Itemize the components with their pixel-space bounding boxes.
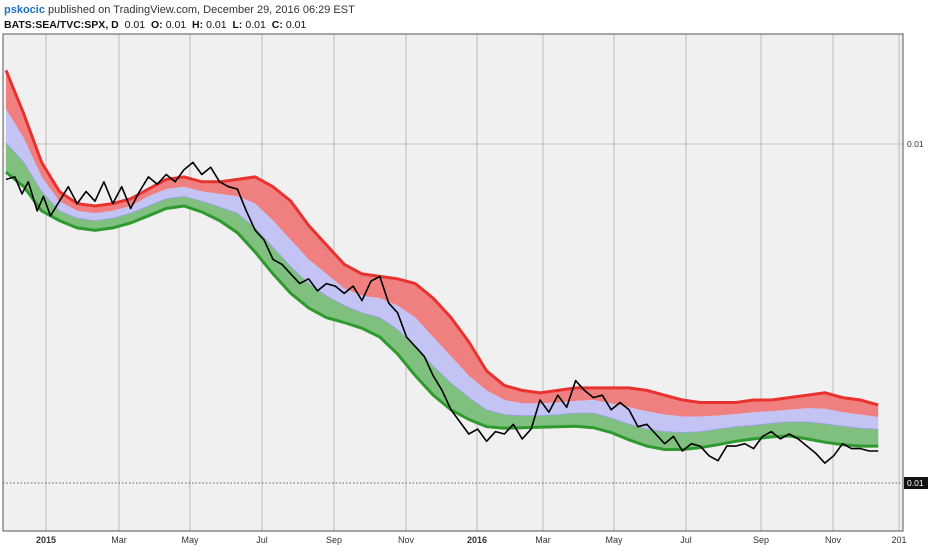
- plot-area[interactable]: [3, 34, 903, 531]
- lower-band-line: [5, 170, 879, 451]
- high-label: H:: [192, 19, 204, 31]
- x-tick-label: 2016: [467, 535, 487, 545]
- published-text: published on TradingView.com, December 2…: [48, 4, 355, 16]
- x-tick-label: Nov: [398, 535, 415, 545]
- close-label: C:: [271, 19, 283, 31]
- author-link[interactable]: pskocic: [4, 4, 45, 16]
- high-value: 0.01: [206, 19, 227, 31]
- publish-line: pskocic published on TradingView.com, De…: [4, 2, 904, 18]
- ohlc-line: BATS:SEA/TVC:SPX, D 0.01 O: 0.01 H: 0.01 L…: [4, 18, 904, 32]
- x-tick-label: Mar: [535, 535, 551, 545]
- low-value: 0.01: [245, 19, 266, 31]
- current-value-badge: [904, 477, 928, 489]
- x-tick-label: 2015: [36, 535, 56, 545]
- symbol-label[interactable]: BATS:SEA/TVC:SPX, D: [4, 19, 119, 31]
- close-value: 0.01: [285, 19, 307, 31]
- open-label: O:: [151, 19, 163, 31]
- x-tick-label: May: [181, 535, 199, 545]
- x-tick-label: Jul: [256, 535, 268, 545]
- chart-header: pskocic published on TradingView.com, De…: [4, 2, 904, 32]
- x-tick-label: 201: [891, 535, 906, 545]
- x-tick-label: Mar: [111, 535, 127, 545]
- lower-band-fill: [6, 143, 879, 450]
- upper-band-line: [4, 69, 879, 407]
- x-tick-label: Nov: [825, 535, 842, 545]
- open-value: 0.01: [165, 19, 187, 31]
- current-value-label: 0.01: [907, 478, 924, 488]
- middle-band-line: [5, 142, 879, 433]
- y-tick-label: 0.01: [907, 139, 924, 149]
- x-tick-label: Sep: [326, 535, 342, 545]
- last-value: 0.01: [124, 19, 146, 31]
- low-label: L:: [232, 19, 243, 31]
- x-tick-label: Sep: [753, 535, 769, 545]
- x-tick-label: Jul: [680, 535, 692, 545]
- x-tick-label: May: [605, 535, 623, 545]
- price-line[interactable]: [5, 161, 879, 464]
